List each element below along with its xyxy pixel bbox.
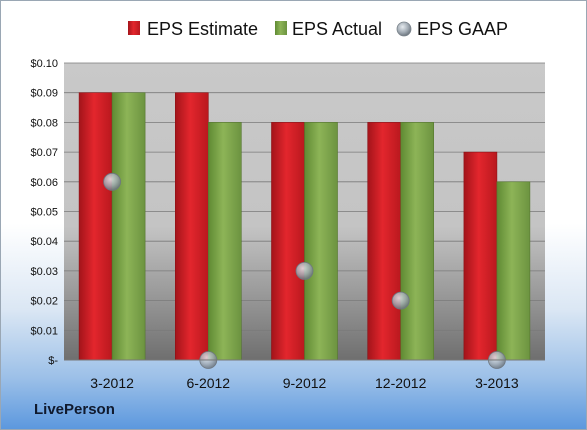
legend-swatch-actual bbox=[275, 21, 287, 35]
x-tick-label: 6-2012 bbox=[187, 375, 231, 391]
bars bbox=[78, 92, 531, 361]
bar-eps-actual bbox=[400, 122, 435, 361]
bar-eps-actual bbox=[496, 181, 531, 361]
bar-eps-estimate bbox=[463, 151, 498, 361]
y-axis-ticks: $- $0.01 $0.02 $0.03 $0.04 $0.05 $0.06 $0.07 $0.… bbox=[30, 58, 58, 367]
y-tick-label: $0.03 bbox=[30, 266, 58, 278]
x-tick-label: 3-2012 bbox=[90, 375, 134, 391]
bar-eps-actual bbox=[304, 122, 338, 361]
brand-label: LivePerson bbox=[34, 401, 115, 418]
y-tick-label: $0.08 bbox=[30, 117, 58, 129]
y-tick-label: $0.02 bbox=[30, 296, 58, 308]
x-axis-ticks: 3-2012 6-2012 9-2012 12-2012 3-2013 bbox=[90, 375, 519, 391]
legend: EPS Estimate EPS Actual EPS GAAP bbox=[128, 19, 508, 39]
marker-eps-gaap bbox=[295, 261, 314, 280]
legend-item-actual: EPS Actual bbox=[275, 19, 382, 39]
y-tick-label: $0.04 bbox=[30, 236, 58, 248]
legend-label-estimate: EPS Estimate bbox=[147, 19, 258, 39]
legend-label-actual: EPS Actual bbox=[292, 19, 382, 39]
legend-item-estimate: EPS Estimate bbox=[128, 19, 258, 39]
x-tick-label: 9-2012 bbox=[283, 375, 327, 391]
legend-swatch-gaap bbox=[396, 21, 412, 37]
y-tick-label: $- bbox=[48, 355, 58, 367]
x-tick-label: 3-2013 bbox=[475, 375, 519, 391]
x-tick-label: 12-2012 bbox=[375, 375, 427, 391]
bar-eps-estimate bbox=[78, 92, 113, 361]
bar-eps-estimate bbox=[271, 122, 305, 361]
y-tick-label: $0.06 bbox=[30, 177, 58, 189]
y-tick-label: $0.05 bbox=[30, 207, 58, 219]
bar-eps-actual bbox=[208, 122, 242, 361]
y-tick-label: $0.09 bbox=[30, 88, 58, 100]
bar-eps-actual bbox=[111, 92, 146, 361]
marker-eps-gaap bbox=[391, 291, 410, 310]
bar-eps-estimate bbox=[175, 92, 209, 361]
y-tick-label: $0.01 bbox=[30, 325, 58, 337]
marker-eps-gaap bbox=[103, 172, 121, 191]
y-tick-label: $0.10 bbox=[30, 58, 58, 70]
legend-label-gaap: EPS GAAP bbox=[417, 19, 508, 39]
legend-swatch-estimate bbox=[128, 21, 140, 35]
y-tick-label: $0.07 bbox=[30, 147, 58, 159]
legend-item-gaap: EPS GAAP bbox=[396, 19, 508, 39]
bar-eps-estimate bbox=[367, 122, 402, 361]
